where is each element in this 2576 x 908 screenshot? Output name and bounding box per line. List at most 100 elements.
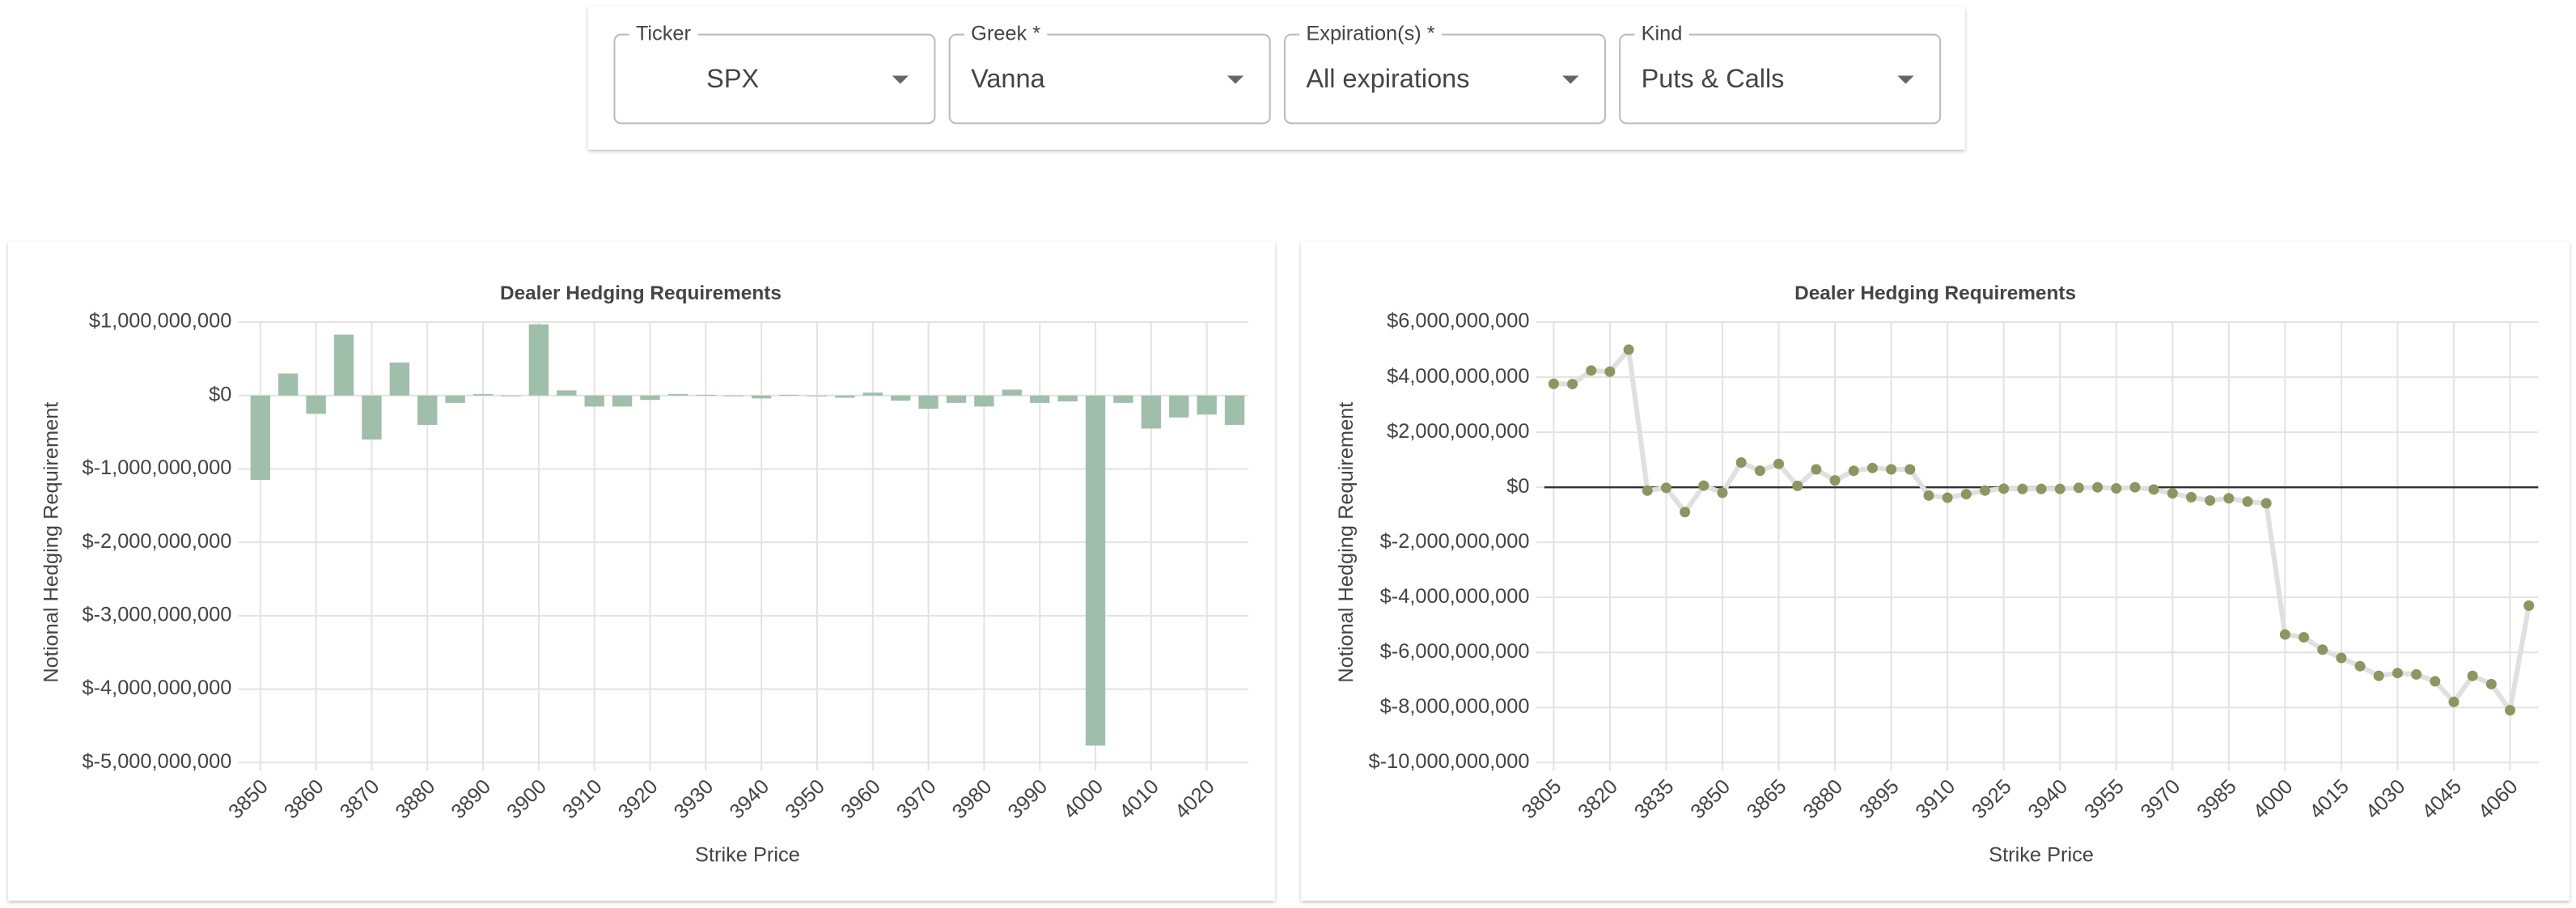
field-value: All expirations — [1306, 64, 1469, 93]
bar — [389, 362, 410, 396]
y-tick-label: $-5,000,000,000 — [82, 750, 231, 773]
point — [1604, 366, 1616, 377]
point — [1886, 464, 1897, 475]
point — [1735, 457, 1747, 469]
bar — [807, 395, 828, 397]
y-tick-label: $-8,000,000,000 — [1380, 695, 1530, 718]
bar — [278, 373, 299, 396]
chart-card — [8, 241, 1275, 901]
y-axis-label: Notional Hedging Requirement — [1335, 402, 1358, 683]
bar — [333, 334, 354, 396]
point — [1698, 480, 1710, 491]
bar — [974, 395, 994, 407]
field-value: Puts & Calls — [1642, 64, 1785, 93]
bar — [862, 392, 883, 396]
x-axis-label: Strike Price — [695, 844, 800, 867]
bar — [779, 394, 799, 396]
y-tick-label: $-6,000,000,000 — [1380, 640, 1530, 663]
point — [2298, 631, 2310, 643]
point — [2017, 483, 2028, 494]
y-tick-label: $6,000,000,000 — [1387, 310, 1529, 333]
field-value: SPX — [706, 64, 759, 93]
y-tick-label: $-10,000,000,000 — [1369, 750, 1530, 773]
point — [1998, 483, 2010, 494]
label-bg — [964, 24, 1048, 45]
y-tick-label: $2,000,000,000 — [1387, 420, 1529, 443]
point — [1586, 365, 1597, 376]
x-axis-label: Strike Price — [1989, 844, 2094, 867]
point — [2260, 498, 2272, 509]
point — [1979, 485, 1990, 496]
point — [1942, 492, 1953, 503]
bar — [640, 395, 660, 401]
y-tick-label: $-1,000,000,000 — [82, 456, 231, 479]
point — [1848, 465, 1859, 477]
bar — [528, 324, 549, 396]
point — [2148, 484, 2159, 495]
bar — [362, 395, 382, 440]
point — [2129, 482, 2141, 493]
point — [2223, 493, 2235, 504]
y-tick-label: $-4,000,000,000 — [1380, 585, 1530, 608]
point — [1567, 379, 1578, 390]
point — [1680, 507, 1691, 518]
bar — [445, 395, 465, 403]
field-label: Expiration(s) * — [1306, 22, 1434, 45]
point — [2036, 483, 2047, 494]
point — [2279, 629, 2290, 640]
point — [2411, 668, 2422, 680]
point — [2317, 644, 2328, 656]
label-bg — [629, 24, 698, 45]
dropdown[interactable] — [948, 33, 1271, 125]
y-tick-label: $-2,000,000,000 — [1380, 530, 1530, 553]
bar — [890, 395, 911, 401]
point — [2373, 670, 2384, 681]
bar — [1197, 395, 1217, 415]
bar — [250, 395, 270, 481]
point — [1866, 462, 1878, 473]
point — [2448, 696, 2459, 707]
point — [2073, 482, 2084, 494]
dropdown[interactable] — [613, 33, 936, 125]
point — [2242, 496, 2253, 507]
point — [2354, 660, 2366, 672]
chart-title: Dealer Hedging Requirements — [1794, 282, 2076, 304]
point — [1811, 464, 1822, 475]
dropdown-arrow — [1897, 75, 1914, 84]
point — [1904, 464, 1916, 475]
point — [1754, 465, 1765, 477]
point — [1548, 378, 1559, 389]
dropdown[interactable] — [1619, 33, 1942, 125]
field-value: Vanna — [971, 64, 1045, 93]
bar — [667, 393, 688, 396]
point — [2485, 678, 2497, 689]
point — [2505, 705, 2516, 716]
chart-title: Dealer Hedging Requirements — [500, 282, 782, 304]
dropdown-arrow — [1562, 75, 1579, 84]
point — [2092, 482, 2104, 493]
bar — [417, 395, 438, 426]
bar — [472, 393, 494, 396]
point — [1923, 490, 1934, 501]
bar — [612, 395, 633, 407]
y-tick-label: $-4,000,000,000 — [82, 677, 231, 699]
point — [1960, 489, 1972, 500]
point — [2467, 670, 2478, 681]
bar — [1141, 395, 1162, 429]
bar — [1113, 395, 1133, 403]
point — [2111, 482, 2122, 494]
point — [2167, 488, 2178, 499]
bar — [835, 395, 855, 398]
bar — [1224, 395, 1245, 426]
y-tick-label: $-2,000,000,000 — [82, 530, 231, 553]
bar — [696, 394, 716, 396]
point — [2185, 491, 2197, 503]
dropdown[interactable] — [1283, 33, 1606, 125]
point — [2392, 668, 2403, 679]
y-tick-label: $1,000,000,000 — [89, 310, 231, 333]
y-tick-label: $0 — [209, 383, 231, 405]
bar — [723, 395, 744, 397]
bar — [1002, 389, 1022, 396]
